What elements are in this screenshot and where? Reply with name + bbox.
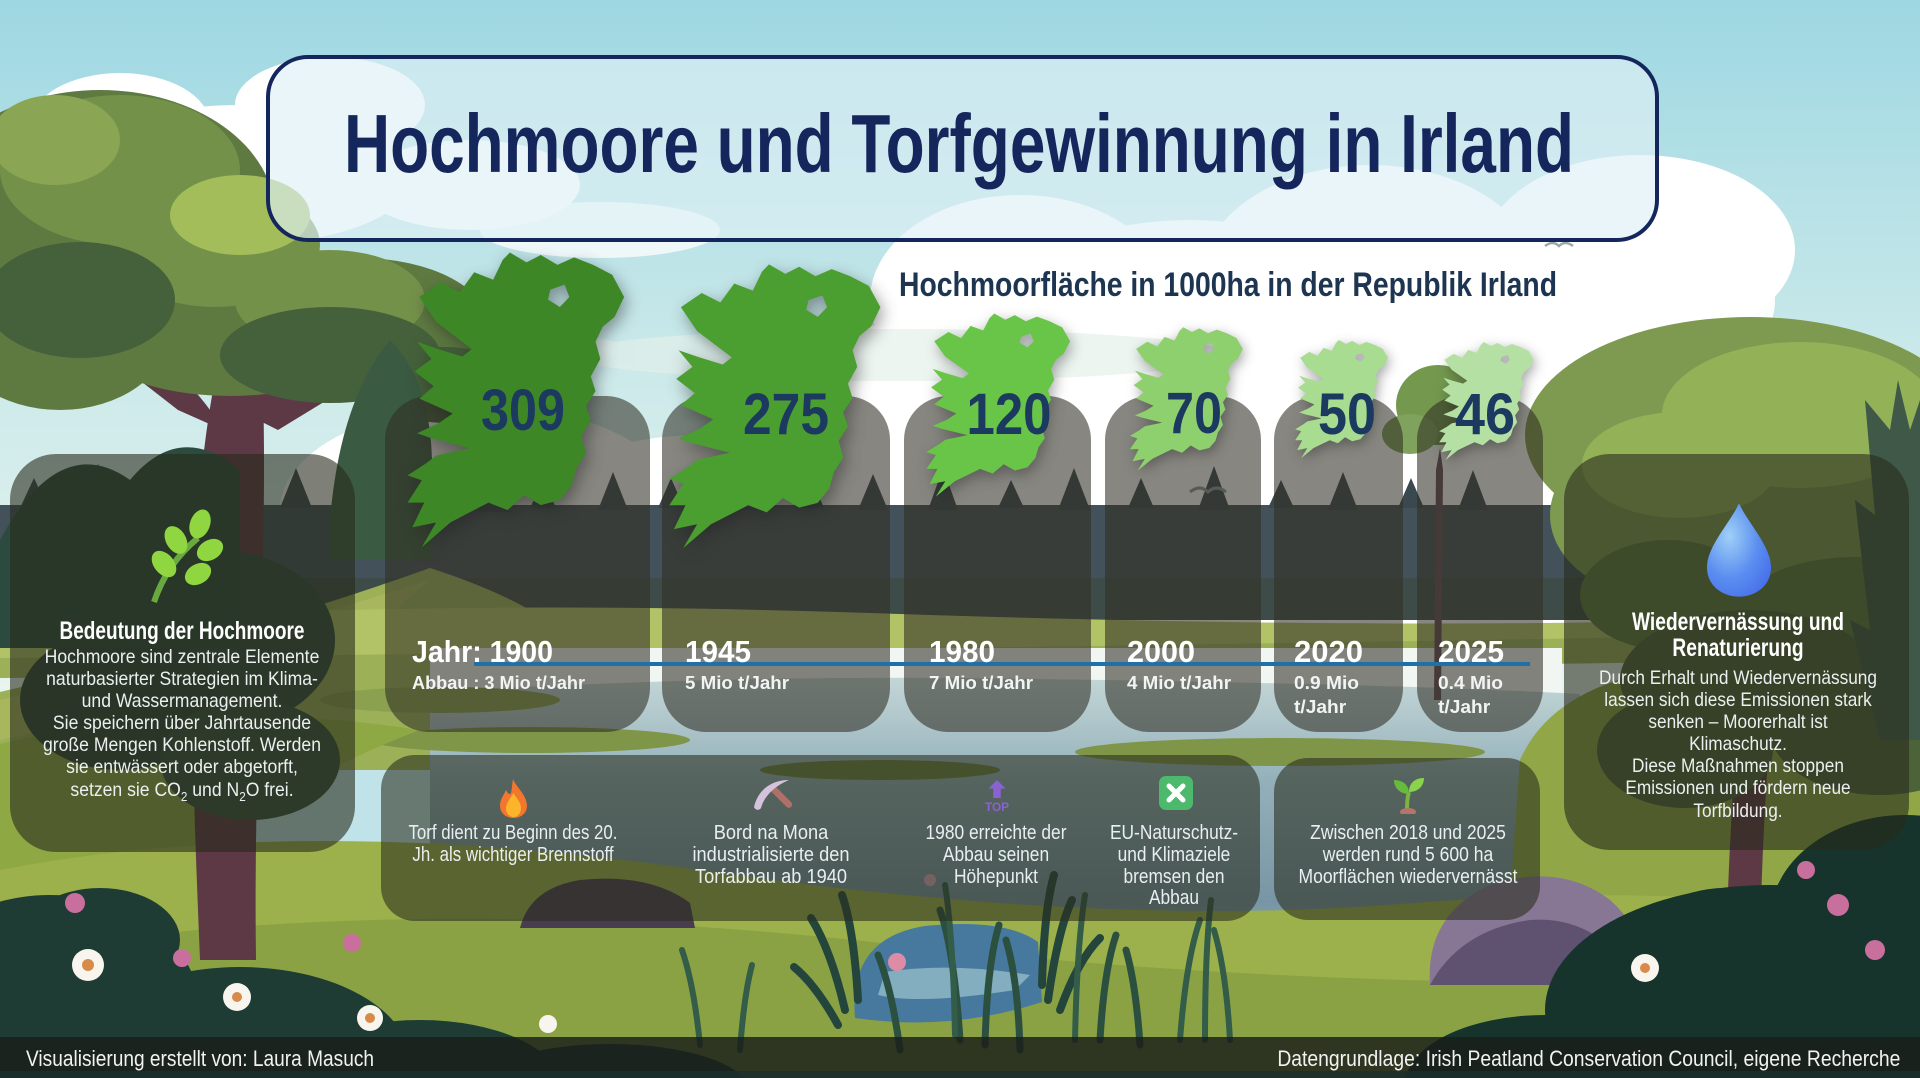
svg-text:TOP: TOP: [985, 801, 1009, 814]
